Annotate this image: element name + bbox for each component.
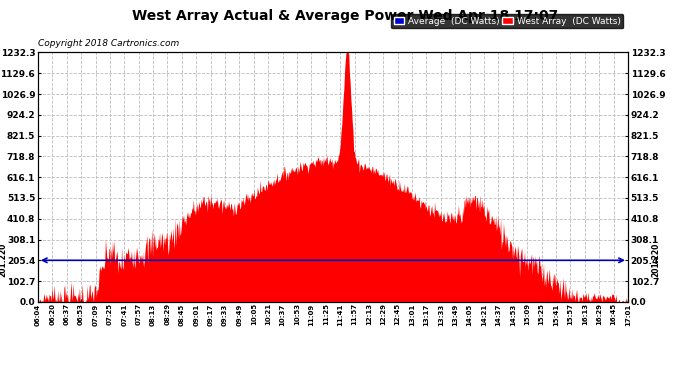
Text: Copyright 2018 Cartronics.com: Copyright 2018 Cartronics.com <box>38 39 179 48</box>
Text: 201.220: 201.220 <box>651 243 660 278</box>
Text: West Array Actual & Average Power Wed Apr 18 17:07: West Array Actual & Average Power Wed Ap… <box>132 9 558 23</box>
Text: 201.220: 201.220 <box>0 243 8 278</box>
Legend: Average  (DC Watts), West Array  (DC Watts): Average (DC Watts), West Array (DC Watts… <box>391 14 623 28</box>
